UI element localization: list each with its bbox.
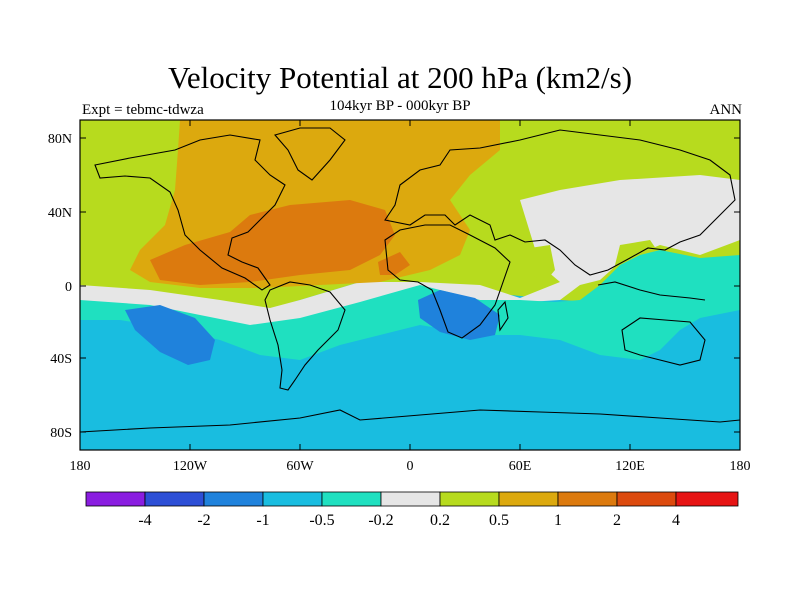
colorbar-swatch-7 [439, 491, 500, 507]
colorbar-label-6: 0.2 [430, 512, 450, 529]
colorbar-swatch-6 [380, 491, 441, 507]
lat-label-80n: 80N [48, 132, 72, 147]
coast-greenland [274, 127, 346, 181]
experiment-label: Expt = tebmc-tdwza [82, 102, 204, 118]
colorbar-swatch-1 [85, 491, 146, 507]
colorbar-swatch-8 [498, 491, 559, 507]
lon-label-0: 0 [407, 459, 414, 474]
lon-label-180e: 180 [730, 459, 751, 474]
lat-tick-marks [80, 137, 740, 433]
lat-label-80s: 80S [50, 426, 72, 441]
coast-eurasia [384, 129, 736, 276]
colorbar-label-3: -1 [256, 512, 269, 529]
lon-label-60e: 60E [509, 459, 532, 474]
lon-label-120w: 120W [173, 459, 208, 474]
colorbar-label-9: 2 [613, 512, 621, 529]
colorbar-swatch-10 [616, 491, 677, 507]
coast-australia [621, 317, 706, 366]
field-neutral-belt [80, 175, 740, 328]
colorbar: -4 -2 -1 -0.5 -0.2 0.2 0.5 1 2 4 [85, 491, 739, 529]
field-positive-strong-africa [378, 252, 410, 275]
lon-label-180w: 180 [70, 459, 91, 474]
coast-africa [384, 224, 511, 339]
colorbar-swatch-5 [321, 491, 382, 507]
plot-title: Velocity Potential at 200 hPa (km2/s) [167, 60, 633, 95]
colorbar-label-10: 4 [672, 512, 680, 529]
colorbar-swatch-2 [144, 491, 205, 507]
colorbar-swatch-9 [557, 491, 618, 507]
field-negative-strong-africa [418, 290, 500, 340]
coast-north-america [94, 134, 286, 291]
colorbar-label-8: 1 [554, 512, 562, 529]
colorbar-swatch-3 [203, 491, 264, 507]
lon-label-120e: 120E [615, 459, 645, 474]
field-positive-strong [150, 200, 395, 285]
colorbar-label-5: -0.2 [368, 512, 393, 529]
field-positive-weak-africa [530, 245, 555, 282]
map-axes: 80N 40N 0 40S 80S 180 120W 60W 0 60E 120… [48, 120, 751, 474]
coast-madagascar [497, 300, 509, 332]
coast-antarctica [80, 409, 740, 433]
coast-south-america [264, 281, 346, 391]
lat-label-40n: 40N [48, 206, 72, 221]
lat-label-40s: 40S [50, 352, 72, 367]
coast-indonesia [597, 281, 706, 301]
lat-label-eq: 0 [65, 280, 72, 295]
velocity-potential-field [80, 120, 740, 450]
coastlines [80, 127, 740, 433]
colorbar-label-4: -0.5 [309, 512, 334, 529]
field-negative-strong-pacific [125, 305, 215, 365]
colorbar-swatch-11 [675, 491, 739, 507]
colorbar-swatch-4 [262, 491, 323, 507]
lon-tick-marks [189, 120, 631, 450]
colorbar-label-1: -4 [138, 512, 151, 529]
lon-label-60w: 60W [286, 459, 314, 474]
plot-subtitle: 104kyr BP - 000kyr BP [329, 98, 471, 114]
colorbar-label-2: -2 [197, 512, 210, 529]
colorbar-label-7: 0.5 [489, 512, 509, 529]
field-negative-weak [80, 250, 740, 360]
season-label: ANN [709, 102, 743, 118]
